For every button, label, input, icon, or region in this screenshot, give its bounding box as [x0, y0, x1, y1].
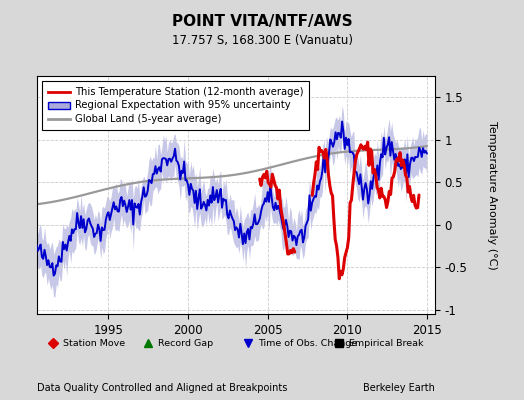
- Legend: This Temperature Station (12-month average), Regional Expectation with 95% uncer: This Temperature Station (12-month avera…: [42, 81, 309, 130]
- Y-axis label: Temperature Anomaly (°C): Temperature Anomaly (°C): [487, 121, 497, 269]
- Text: POINT VITA/NTF/AWS: POINT VITA/NTF/AWS: [172, 14, 352, 29]
- Text: Station Move: Station Move: [62, 338, 125, 348]
- Text: Berkeley Earth: Berkeley Earth: [363, 383, 435, 393]
- Text: 17.757 S, 168.300 E (Vanuatu): 17.757 S, 168.300 E (Vanuatu): [171, 34, 353, 47]
- Text: Empirical Break: Empirical Break: [350, 338, 424, 348]
- Text: Data Quality Controlled and Aligned at Breakpoints: Data Quality Controlled and Aligned at B…: [37, 383, 287, 393]
- Text: Time of Obs. Change: Time of Obs. Change: [258, 338, 357, 348]
- Text: Record Gap: Record Gap: [158, 338, 213, 348]
